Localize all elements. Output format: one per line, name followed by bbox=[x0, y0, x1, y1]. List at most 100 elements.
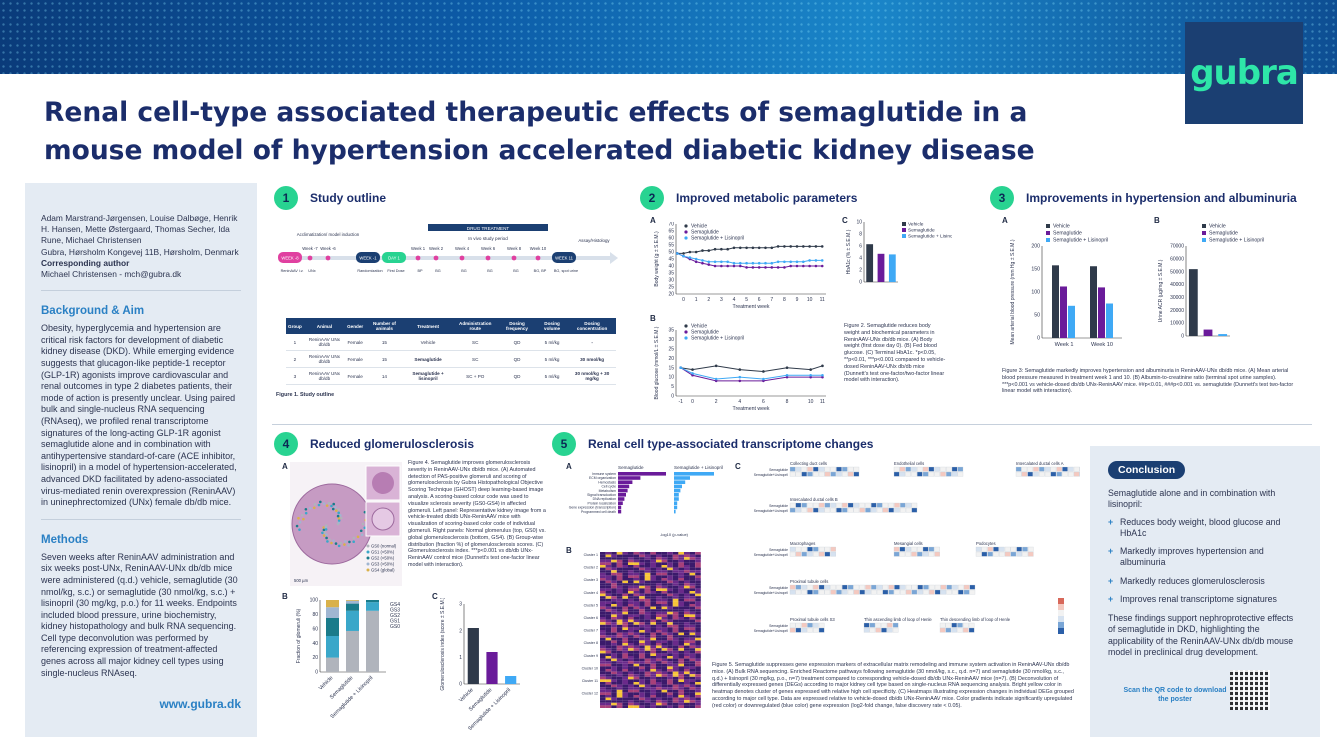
heatmap-cell bbox=[639, 559, 645, 563]
panel-4-header: 4 Reduced glomerulosclerosis bbox=[274, 432, 474, 456]
heatmap-cell bbox=[684, 596, 690, 599]
heatmap-cell bbox=[639, 702, 645, 706]
heatmap-cell bbox=[600, 658, 606, 662]
heatmap-cell bbox=[672, 682, 679, 685]
heatmap-cell bbox=[600, 611, 606, 615]
conclusion-item: Improves renal transcriptome signatures bbox=[1108, 594, 1302, 605]
heatmap-cell bbox=[678, 562, 684, 565]
heatmap-cell bbox=[917, 551, 923, 557]
heatmap-cell bbox=[656, 635, 662, 638]
glomerulus-marker bbox=[343, 543, 346, 546]
heatmap-cell bbox=[639, 593, 645, 597]
heatmap-cell bbox=[689, 637, 696, 641]
y-tick-label: 20 bbox=[668, 356, 674, 362]
heatmap-cell bbox=[644, 640, 651, 643]
pathway-label: Programmed cell death bbox=[581, 510, 616, 514]
heatmap-cell bbox=[911, 471, 917, 477]
heatmap-cell bbox=[824, 584, 831, 590]
heatmap-cell bbox=[628, 559, 634, 563]
heatmap-cell bbox=[650, 570, 656, 573]
heatmap-cell bbox=[678, 588, 684, 591]
website-link[interactable]: www.gubra.dk bbox=[159, 697, 241, 711]
heatmap-cell bbox=[639, 637, 645, 641]
heatmap-cell bbox=[661, 658, 668, 662]
separator bbox=[41, 518, 241, 520]
heatmap-cell bbox=[672, 591, 679, 594]
data-point bbox=[679, 366, 683, 370]
timeline-arrow bbox=[610, 252, 618, 264]
legend-label: Semaglutide bbox=[908, 228, 935, 234]
heatmap-cell bbox=[882, 584, 889, 590]
heatmap-cell bbox=[605, 695, 612, 698]
heatmap-cell bbox=[881, 627, 887, 633]
qr-code[interactable] bbox=[1230, 670, 1270, 710]
glomerulus-marker bbox=[298, 520, 302, 524]
heatmap-cell bbox=[650, 601, 656, 604]
heatmap-cell bbox=[600, 697, 606, 701]
glomerulus-marker bbox=[297, 516, 300, 520]
heatmap-cell bbox=[689, 562, 696, 565]
heatmap-cell bbox=[940, 589, 947, 595]
data-point bbox=[814, 245, 818, 248]
heatmap-cell bbox=[650, 643, 656, 646]
heatmap-cell bbox=[605, 624, 612, 628]
heatmap-cell bbox=[789, 502, 796, 508]
heatmap-cell bbox=[667, 637, 673, 641]
heatmap-cell bbox=[789, 584, 796, 590]
heatmap-cell bbox=[656, 643, 662, 646]
heatmap-cell bbox=[672, 583, 679, 586]
heatmap-cell bbox=[667, 666, 673, 669]
glomerulus-marker bbox=[337, 519, 341, 522]
heatmap-cell bbox=[667, 624, 673, 628]
heatmap-cell bbox=[853, 466, 860, 472]
heatmap-cell bbox=[689, 658, 696, 662]
heatmap-cell bbox=[639, 632, 645, 636]
table-cell: Female bbox=[345, 334, 366, 351]
heatmap-cell bbox=[684, 609, 690, 612]
heatmap-cell bbox=[695, 578, 701, 581]
fig-5a-letter: A bbox=[566, 462, 572, 471]
legend-label: Semaglutide + Lisinopril bbox=[1209, 238, 1264, 244]
heatmap-cell bbox=[684, 650, 690, 654]
heatmap-cell bbox=[934, 551, 940, 557]
heatmap-cell bbox=[600, 619, 606, 623]
heatmap-cell bbox=[616, 640, 623, 643]
heatmap-cell bbox=[605, 604, 612, 607]
heatmap-cell bbox=[813, 507, 819, 513]
heatmap-cell bbox=[611, 585, 617, 589]
heatmap-cell bbox=[656, 661, 662, 664]
heatmap-cell bbox=[644, 619, 651, 623]
heatmap-cell bbox=[689, 624, 696, 628]
y-tick-label: 50 bbox=[1034, 313, 1040, 319]
heatmap-cell bbox=[892, 627, 899, 633]
heatmap-cell bbox=[650, 614, 656, 617]
heatmap-cell bbox=[628, 554, 634, 558]
heatmap-cell bbox=[661, 684, 668, 688]
heatmap-cell bbox=[633, 593, 640, 597]
heatmap-cell bbox=[644, 666, 651, 669]
heatmap-cell bbox=[650, 565, 656, 568]
heatmap-cell bbox=[605, 601, 612, 604]
glomerulus-marker bbox=[335, 509, 338, 512]
heatmap-cell bbox=[650, 567, 656, 571]
heatmap-cell bbox=[911, 507, 918, 513]
timeline-week-pill bbox=[278, 252, 302, 263]
heatmap-cell bbox=[611, 650, 617, 654]
heatmap-cell bbox=[656, 648, 662, 651]
timeline-week-label: Week -7 bbox=[302, 246, 318, 251]
heatmap-cell bbox=[616, 554, 623, 558]
heatmap-cell bbox=[605, 637, 612, 641]
heatmap-cell bbox=[644, 552, 651, 555]
heatmap-cell bbox=[633, 611, 640, 615]
heatmap-cell bbox=[695, 580, 701, 584]
heatmap-cell bbox=[678, 645, 684, 649]
heatmap-cell bbox=[678, 627, 684, 630]
heatmap-cell bbox=[633, 570, 640, 573]
heatmap-cell bbox=[639, 606, 645, 610]
timeline-event: Randomization bbox=[357, 269, 382, 273]
heatmap-cell bbox=[661, 570, 668, 573]
heatmap-cell bbox=[865, 584, 871, 590]
heatmap-cell bbox=[611, 593, 617, 597]
heatmap-cell bbox=[667, 557, 673, 560]
cell-type-label: Intercalated ductal cells B bbox=[790, 497, 838, 502]
